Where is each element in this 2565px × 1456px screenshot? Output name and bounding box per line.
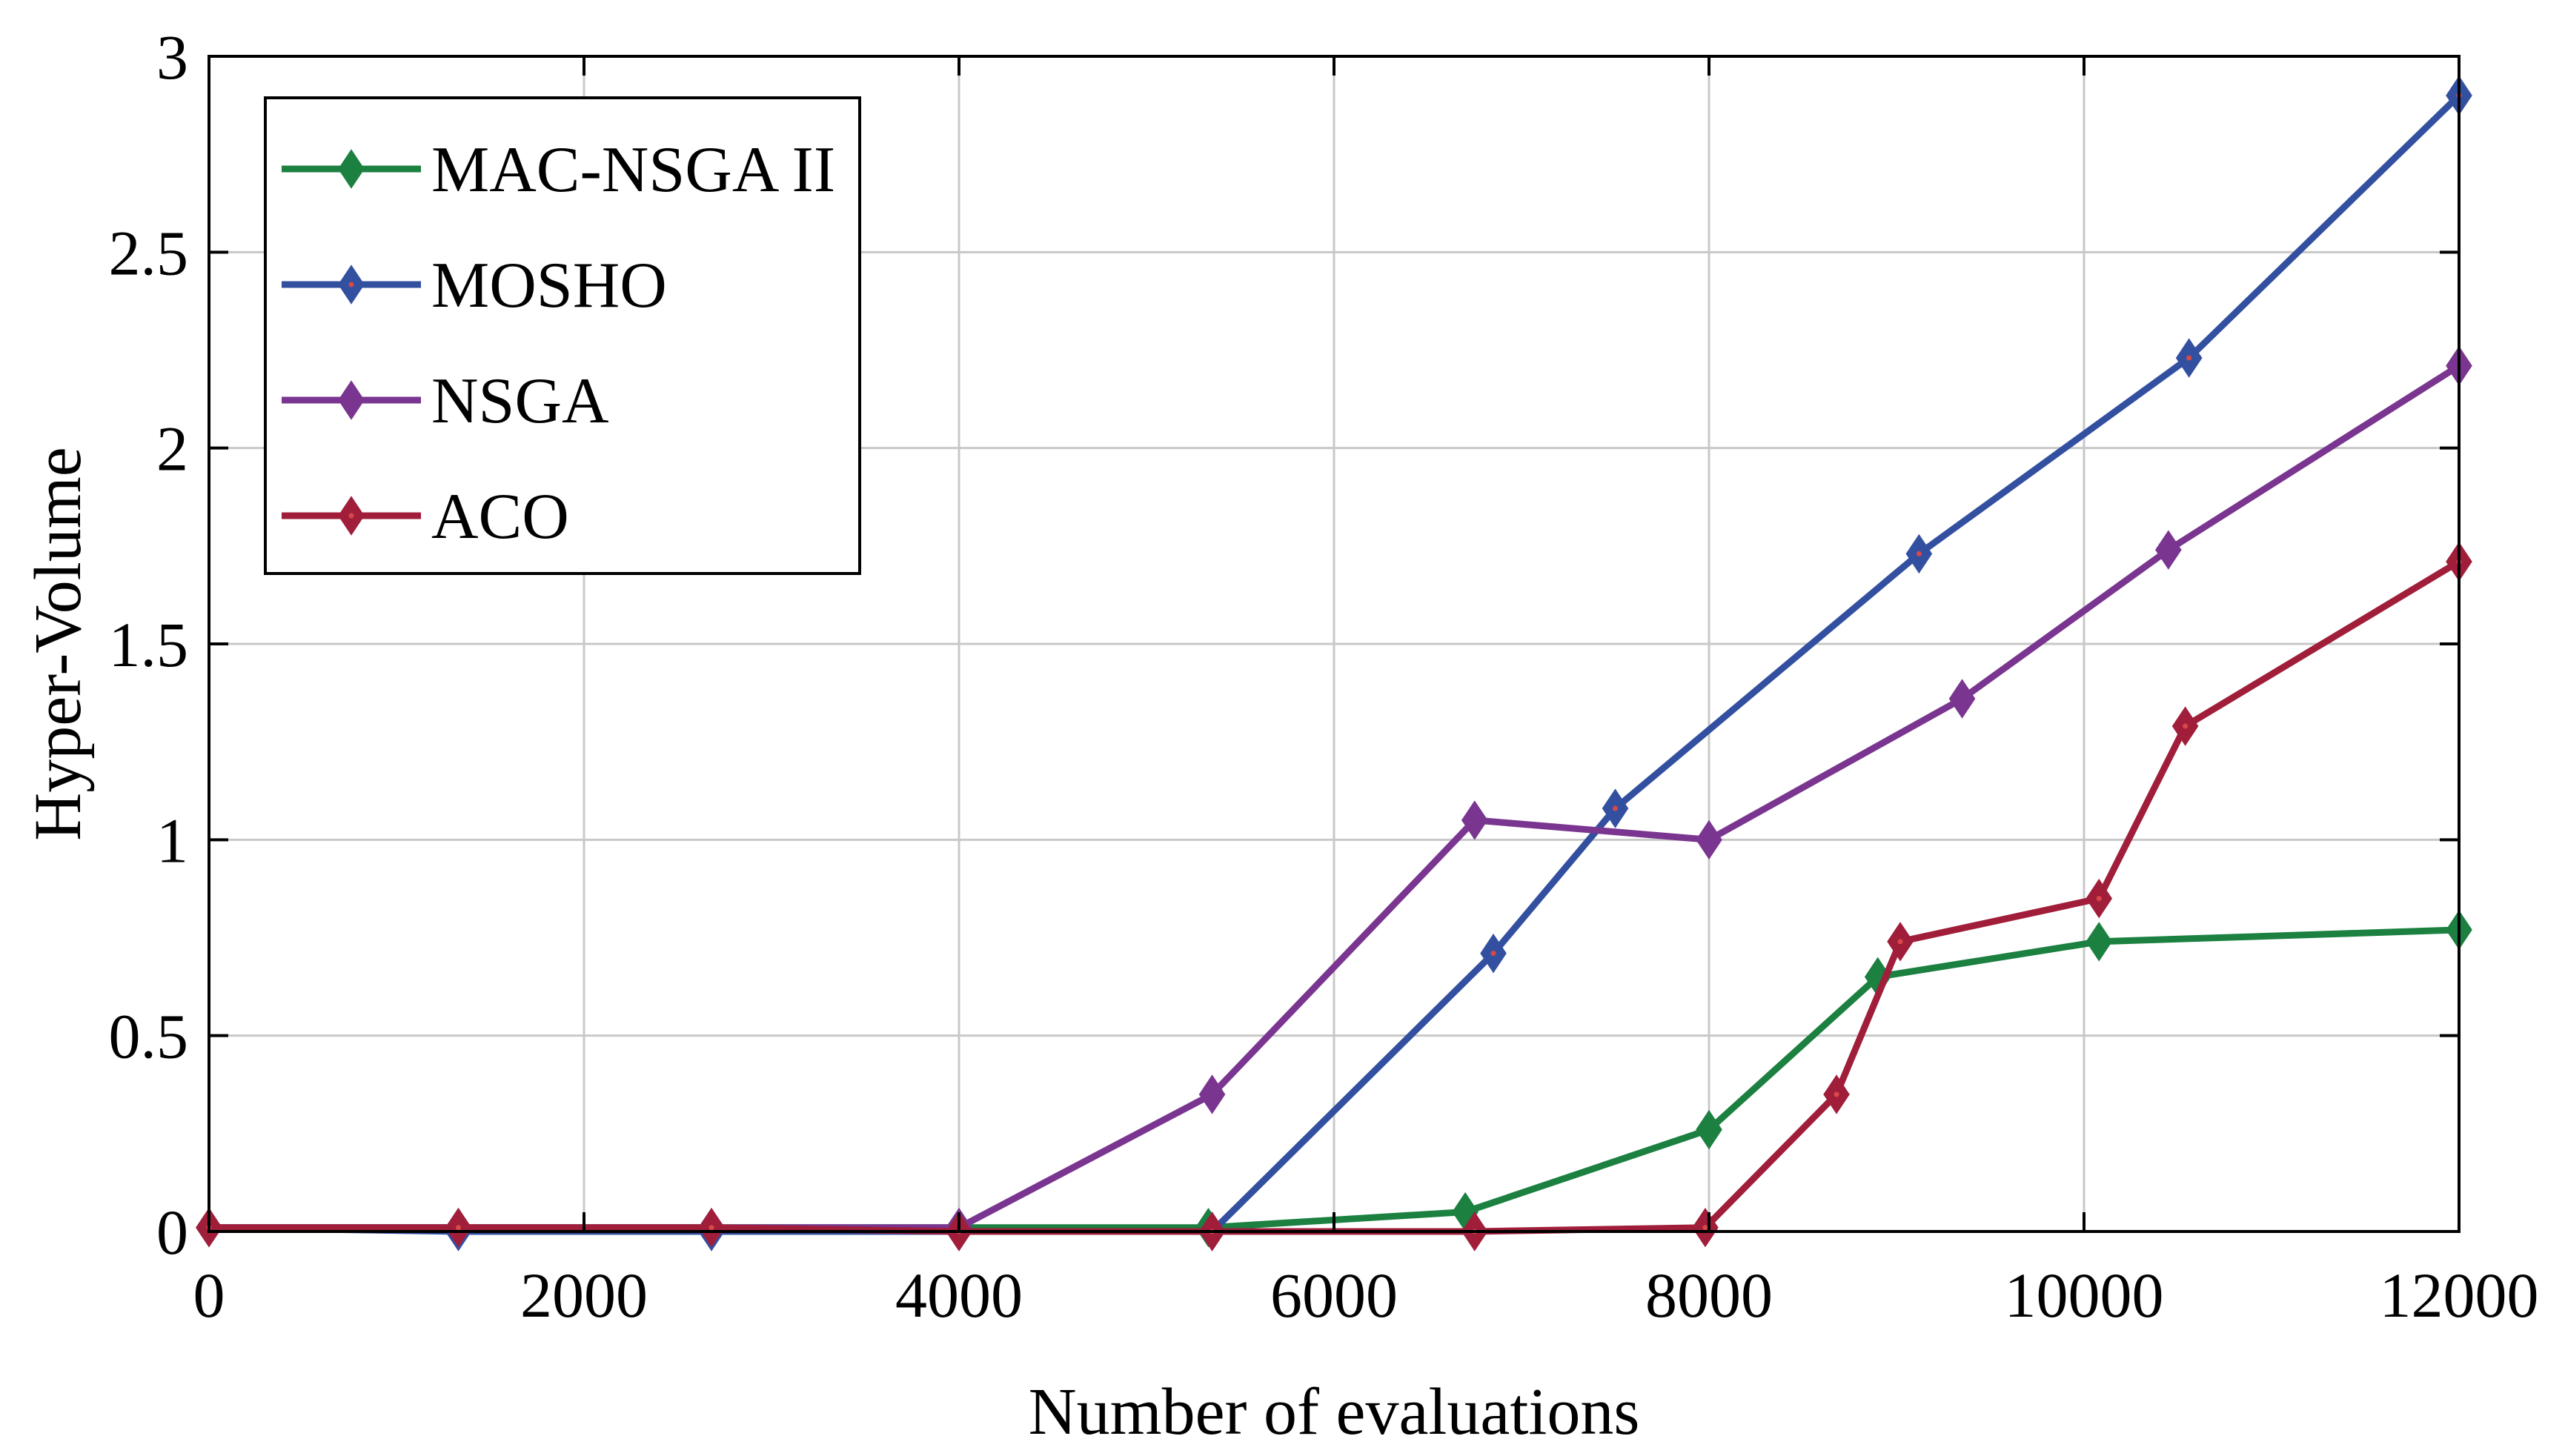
- series-line-aco: [209, 559, 2461, 1235]
- data-point-marker: [1948, 679, 1976, 719]
- data-point-marker: [2155, 530, 2182, 570]
- y-tick-label: 2: [156, 413, 188, 485]
- x-tick-label: 6000: [1270, 1260, 1398, 1331]
- data-point-center: [2096, 896, 2102, 902]
- legend-marker: [338, 380, 365, 420]
- data-point-marker: [2085, 922, 2113, 962]
- data-point-center: [455, 1225, 461, 1231]
- y-tick-label: 0.5: [109, 1001, 189, 1072]
- legend-marker-center: [348, 513, 354, 519]
- legend-label: NSGA: [431, 365, 609, 437]
- legend-marker: [338, 149, 365, 189]
- data-point-center: [2186, 355, 2192, 361]
- legend-box: [264, 96, 861, 575]
- data-point-marker: [1461, 800, 1488, 840]
- legend: MAC-NSGA II MOSHO NSGA ACO: [264, 96, 861, 575]
- data-point-center: [1834, 1091, 1839, 1097]
- x-tick-label: 4000: [895, 1260, 1023, 1331]
- x-axis-label: Number of evaluations: [1029, 1375, 1640, 1449]
- data-point-center: [1490, 951, 1496, 957]
- axes: 0 2000 4000 6000 8000 10000 12000 0 0.5 1 1.5 2 2.5 3…: [21, 21, 2539, 1449]
- y-tick-label: 1.5: [109, 609, 189, 680]
- legend-label: MOSHO: [431, 250, 667, 322]
- data-point-center: [1897, 939, 1903, 945]
- legend-label: ACO: [431, 481, 569, 553]
- x-tick-label: 12000: [2380, 1260, 2539, 1331]
- y-tick-label: 1: [156, 805, 188, 876]
- data-point-marker: [1696, 1109, 1722, 1150]
- y-tick-label: 2.5: [109, 217, 189, 288]
- x-tick-label: 2000: [520, 1260, 648, 1331]
- data-point-marker: [1198, 1074, 1226, 1114]
- x-tick-label: 8000: [1645, 1260, 1773, 1331]
- y-tick-label: 3: [156, 21, 188, 93]
- y-tick-label: 0: [156, 1197, 188, 1268]
- data-point-center: [1613, 805, 1618, 811]
- data-point-center: [1702, 1225, 1708, 1231]
- x-tick-label: 10000: [2005, 1260, 2164, 1331]
- legend-label: MAC-NSGA II: [431, 134, 835, 206]
- legend-marker-center: [348, 282, 354, 287]
- data-point-center: [2183, 723, 2189, 729]
- data-point-center: [709, 1225, 714, 1231]
- x-tick-label: 0: [193, 1260, 225, 1331]
- data-point-marker: [1696, 820, 1722, 860]
- data-point-center: [1916, 551, 1922, 556]
- y-axis-label: Hyper-Volume: [21, 447, 95, 840]
